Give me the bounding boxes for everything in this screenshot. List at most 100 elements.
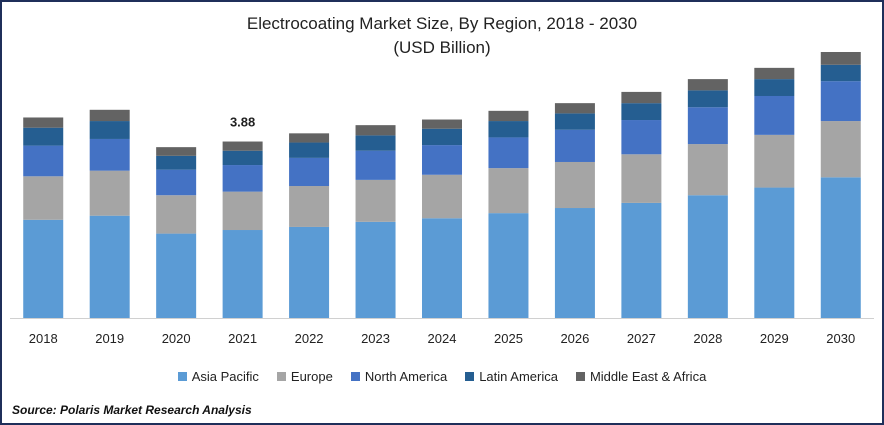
- x-tick-label: 2026: [560, 331, 589, 346]
- bar-segment-2021-3: [222, 150, 263, 166]
- bar-segment-2022-2: [289, 157, 330, 187]
- data-label: 3.88: [230, 115, 255, 130]
- x-tick-label: 2022: [295, 331, 324, 346]
- bar-segment-2024-1: [422, 174, 462, 219]
- bar-segment-2023-4: [355, 125, 396, 136]
- chart-subtitle: (USD Billion): [393, 38, 491, 57]
- legend-item: Middle East & Africa: [575, 369, 707, 384]
- source-note: Source: Polaris Market Research Analysis: [12, 403, 252, 417]
- x-tick-label: 2025: [494, 331, 523, 346]
- bar-segment-2026-0: [554, 208, 595, 318]
- bar-segment-2024-2: [422, 145, 462, 175]
- bar-segment-2021-1: [222, 191, 263, 231]
- legend-label: Middle East & Africa: [589, 369, 707, 384]
- bar-segment-2026-4: [554, 103, 595, 114]
- bar-segment-2019-1: [89, 170, 130, 216]
- bar-segment-2025-0: [488, 213, 529, 318]
- bar-segment-2027-4: [621, 91, 662, 104]
- bar-segment-2029-0: [754, 187, 795, 318]
- legend-item: North America: [350, 369, 448, 384]
- bar-segment-2030-3: [820, 64, 861, 82]
- bar-segment-2019-3: [89, 121, 130, 139]
- bar-segment-2021-0: [222, 230, 263, 318]
- bar-segment-2024-4: [422, 119, 462, 129]
- bar-segment-2019-0: [89, 215, 130, 318]
- legend-label: North America: [364, 369, 448, 384]
- bar-segment-2020-1: [156, 195, 197, 234]
- legend-item: Latin America: [465, 369, 558, 384]
- bar-segment-2020-4: [156, 147, 197, 156]
- bar-segment-2023-0: [355, 221, 396, 318]
- bar-segment-2028-4: [687, 79, 728, 91]
- bar-segment-2023-1: [355, 179, 396, 222]
- bar-segment-2026-1: [554, 161, 595, 209]
- legend-label: Latin America: [479, 369, 558, 384]
- bar-segment-2025-2: [488, 137, 529, 169]
- legend-swatch: [465, 372, 475, 381]
- legend: Asia Pacific Europe North America Latin Ame…: [2, 369, 882, 384]
- bar-segment-2025-4: [488, 110, 529, 122]
- bar-segment-2019-2: [89, 138, 130, 171]
- bar-segment-2027-1: [621, 154, 662, 203]
- bar-segment-2018-3: [23, 127, 64, 146]
- x-tick-label: 2021: [228, 331, 257, 346]
- legend-item: Europe: [276, 369, 333, 384]
- bar-segment-2022-3: [289, 142, 330, 158]
- bar-segment-2030-1: [820, 121, 861, 178]
- bar-segment-2021-4: [222, 141, 263, 151]
- bar-segment-2030-4: [820, 52, 861, 65]
- bar-segment-2028-2: [687, 107, 728, 145]
- legend-swatch: [276, 372, 286, 381]
- bar-segment-2030-2: [820, 81, 861, 122]
- x-tick-label: 2019: [95, 331, 124, 346]
- bar-segment-2022-1: [289, 186, 330, 227]
- bar-segment-2019-4: [89, 109, 130, 122]
- bar-segment-2018-2: [23, 145, 64, 177]
- bar-segment-2022-4: [289, 133, 330, 143]
- legend-item: Asia Pacific: [177, 369, 259, 384]
- bar-segment-2024-3: [422, 128, 462, 146]
- bar-segment-2028-1: [687, 144, 728, 196]
- legend-swatch: [350, 372, 360, 381]
- legend-label: Europe: [290, 369, 333, 384]
- bar-segment-2029-2: [754, 95, 795, 135]
- x-tick-label: 2018: [29, 331, 58, 346]
- x-tick-label: 2030: [826, 331, 855, 346]
- bar-segment-2028-0: [687, 195, 728, 318]
- chart-title: Electrocoating Market Size, By Region, 2…: [246, 14, 638, 33]
- x-tick-label: 2023: [361, 331, 390, 346]
- x-tick-label: 2020: [162, 331, 191, 346]
- x-tick-label: 2028: [693, 331, 722, 346]
- bar-segment-2022-0: [289, 226, 330, 318]
- bar-segment-2027-2: [621, 120, 662, 155]
- bar-segment-2026-3: [554, 113, 595, 130]
- bar-segment-2024-0: [422, 218, 462, 318]
- bar-segment-2027-0: [621, 202, 662, 318]
- bar-segment-2018-4: [23, 117, 64, 128]
- legend-swatch: [177, 372, 187, 381]
- bar-segment-2018-0: [23, 219, 64, 318]
- bar-segment-2028-3: [687, 90, 728, 108]
- bar-segment-2018-1: [23, 176, 64, 220]
- bar-segment-2025-1: [488, 168, 529, 214]
- bar-segment-2023-3: [355, 135, 396, 151]
- x-tick-label: 2027: [627, 331, 656, 346]
- bar-segment-2029-1: [754, 134, 795, 188]
- bar-segment-2020-0: [156, 233, 197, 318]
- bar-segment-2021-2: [222, 165, 263, 192]
- legend-label: Asia Pacific: [191, 369, 259, 384]
- bar-segment-2029-3: [754, 79, 795, 96]
- bar-segment-2030-0: [820, 177, 861, 318]
- bar-segment-2023-2: [355, 150, 396, 180]
- bar-segment-2020-3: [156, 155, 197, 170]
- bar-segment-2029-4: [754, 67, 795, 80]
- bar-chart: 2018 2019 2020 2021 3.88 2022 2023 2024 2025 2026…: [10, 52, 874, 346]
- legend-swatch: [575, 372, 585, 381]
- bar-segment-2025-3: [488, 121, 529, 138]
- x-tick-label: 2024: [428, 331, 457, 346]
- bar-segment-2020-2: [156, 169, 197, 196]
- x-tick-label: 2029: [760, 331, 789, 346]
- bar-segment-2027-3: [621, 103, 662, 121]
- bar-segment-2026-2: [554, 129, 595, 162]
